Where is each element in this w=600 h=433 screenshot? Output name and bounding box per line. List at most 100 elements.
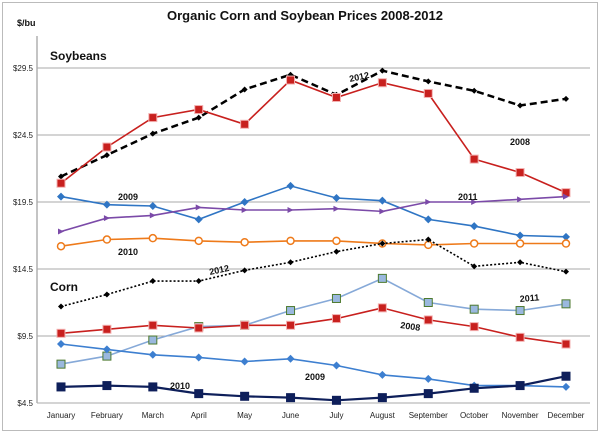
chart-title: Organic Corn and Soybean Prices 2008-201… — [167, 8, 443, 23]
data-point — [517, 259, 524, 266]
series-line-soybeans-2008 — [60, 79, 567, 194]
data-point — [194, 323, 204, 333]
section-label-soybeans: Soybeans — [50, 49, 107, 63]
x-tick-label: July — [329, 411, 343, 420]
data-point — [377, 273, 387, 283]
data-point — [194, 105, 204, 115]
data-point — [332, 193, 341, 202]
data-point — [425, 78, 432, 85]
data-point — [149, 212, 156, 219]
data-point — [469, 304, 479, 314]
data-point — [102, 235, 112, 244]
series-label: 2008 — [510, 137, 530, 147]
x-tick-label: May — [237, 411, 252, 420]
series-line-corn-2008 — [60, 307, 567, 345]
data-point — [517, 102, 524, 109]
data-point — [286, 306, 296, 316]
data-point — [331, 314, 341, 324]
data-point — [287, 207, 294, 214]
data-point — [423, 315, 433, 325]
data-point — [148, 233, 158, 243]
data-point — [240, 391, 250, 401]
data-point — [58, 228, 64, 235]
x-tick-label: March — [142, 411, 164, 420]
data-point — [194, 353, 203, 362]
data-point — [379, 67, 386, 74]
series-label: 2010 — [170, 381, 190, 391]
data-point — [103, 215, 110, 222]
y-tick-label: $29.5 — [13, 64, 34, 73]
data-point — [240, 198, 249, 206]
data-point — [563, 193, 569, 200]
data-point — [195, 114, 202, 121]
data-point — [561, 339, 571, 349]
data-point — [562, 382, 570, 391]
data-point — [195, 204, 202, 211]
series-label: 2008 — [400, 320, 421, 333]
data-point — [469, 322, 479, 332]
data-point — [57, 340, 65, 349]
data-point — [56, 178, 66, 188]
series-label: 2012 — [348, 70, 370, 84]
y-tick-label: $4.5 — [17, 399, 33, 408]
data-point — [471, 87, 478, 94]
data-point — [286, 181, 295, 190]
data-point — [149, 130, 156, 137]
data-point — [286, 320, 296, 330]
data-point — [378, 196, 387, 205]
data-point — [469, 239, 479, 248]
series-line-soybeans-2010 — [60, 237, 566, 247]
series-label: 2009 — [118, 192, 138, 202]
data-point — [561, 371, 571, 381]
x-tick-label: November — [502, 411, 539, 420]
data-point — [149, 278, 156, 285]
data-point — [515, 239, 525, 248]
data-point — [58, 173, 64, 180]
x-tick-label: September — [409, 411, 448, 420]
data-point — [286, 236, 295, 246]
data-point — [424, 374, 433, 383]
data-point — [241, 207, 248, 214]
data-point — [425, 236, 432, 243]
data-point — [331, 92, 341, 102]
data-point — [240, 119, 250, 129]
data-point — [56, 241, 66, 251]
data-point — [332, 361, 341, 370]
data-point — [331, 293, 341, 303]
data-point — [148, 113, 158, 123]
data-point — [287, 259, 294, 266]
data-point — [286, 75, 296, 85]
data-point — [148, 320, 158, 330]
series-line-soybeans-2012 — [60, 69, 567, 178]
data-point — [195, 278, 202, 285]
x-tick-label: December — [548, 411, 585, 420]
data-point — [470, 222, 479, 231]
data-point — [517, 196, 524, 203]
series-line-soybeans-2011 — [60, 195, 567, 233]
data-point — [241, 86, 248, 93]
data-point — [331, 395, 341, 405]
data-point — [194, 236, 203, 246]
data-point — [563, 268, 569, 275]
series-line-corn-2010 — [60, 375, 567, 402]
series-line-corn-2009 — [60, 343, 567, 388]
data-point — [241, 267, 248, 274]
data-point — [148, 350, 157, 359]
data-point — [562, 232, 570, 241]
x-tick-label: April — [191, 411, 207, 420]
data-point — [102, 381, 112, 391]
data-point — [469, 154, 479, 164]
y-tick-label: $14.5 — [13, 265, 34, 274]
data-point — [102, 324, 112, 334]
data-point — [377, 78, 387, 88]
data-point — [423, 298, 433, 307]
data-point — [103, 152, 110, 159]
series-label: 2012 — [208, 263, 230, 277]
data-point — [378, 370, 387, 379]
series-label: 2009 — [305, 372, 325, 382]
data-point — [56, 359, 66, 369]
data-point — [561, 299, 571, 309]
data-point — [379, 208, 386, 215]
data-point — [57, 192, 65, 201]
